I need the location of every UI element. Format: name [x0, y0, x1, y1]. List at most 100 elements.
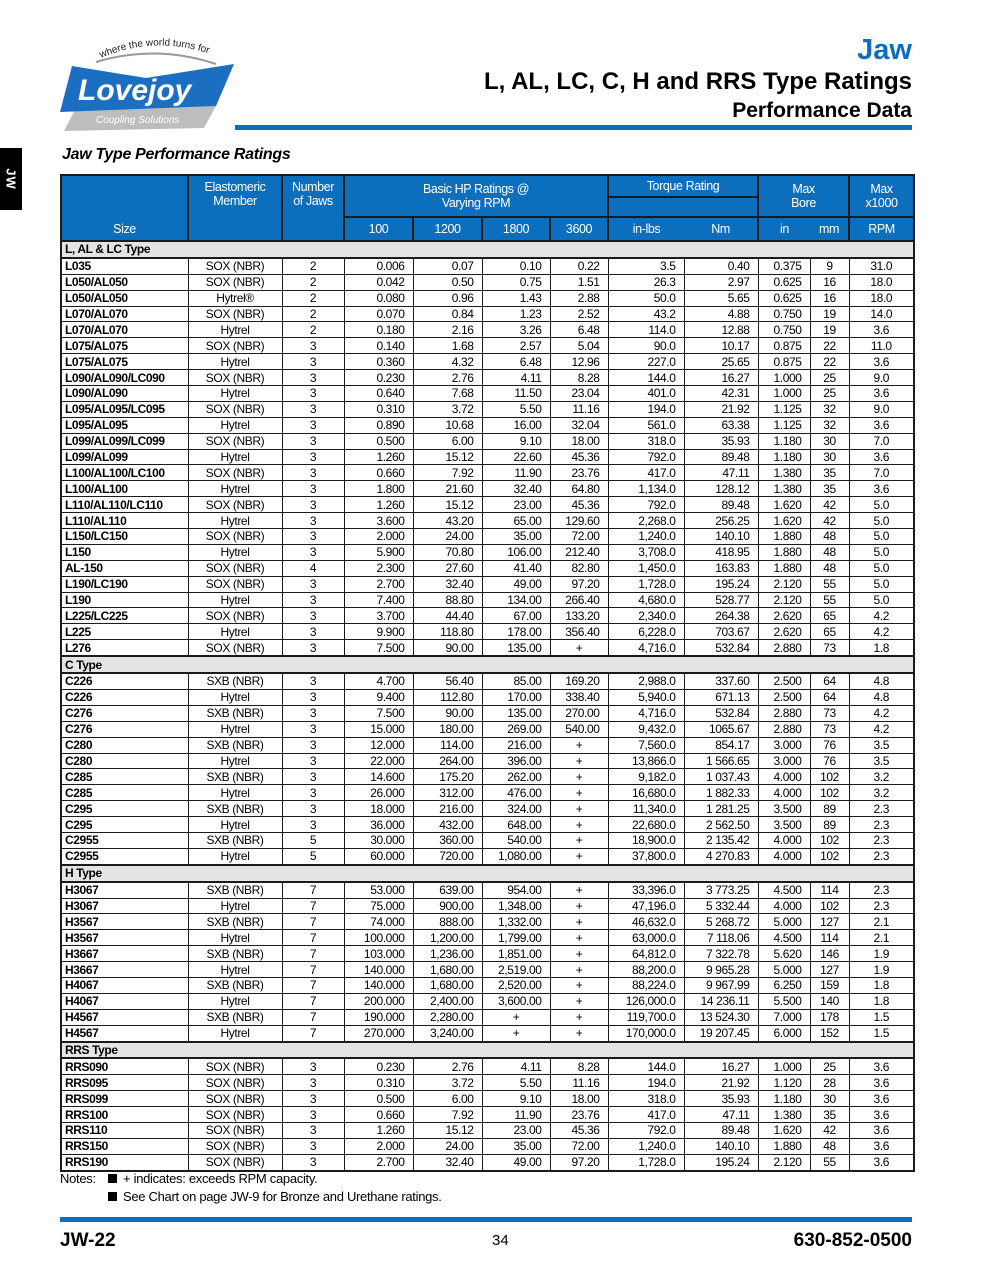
cell-hp-3600: +	[549, 976, 609, 994]
cell-elastomer: SXB (NBR)	[187, 945, 283, 963]
cell-size: H4067	[60, 976, 189, 994]
cell-hp-1200: 900.00	[412, 897, 483, 915]
cell-elastomer: SOX (NBR)	[187, 432, 283, 450]
cell-bore-mm: 30	[809, 1090, 850, 1108]
cell-bore-in: 1.000	[757, 385, 811, 402]
header-torque: Torque Rating	[606, 174, 760, 198]
cell-bore-in: 4.000	[757, 768, 811, 786]
cell-elastomer: Hytrel	[187, 688, 283, 706]
cell-hp-100: 7.400	[343, 591, 414, 609]
cell-hp-1200: 0.84	[412, 305, 483, 323]
cell-jaws: 5	[281, 847, 345, 866]
cell-hp-3600: 97.20	[549, 575, 609, 593]
cell-hp-1200: 7.92	[412, 464, 483, 482]
cell-hp-1200: 90.00	[412, 704, 483, 722]
cell-bore-in: 2.120	[757, 591, 811, 609]
cell-hp-100: 30.000	[343, 831, 414, 849]
cell-max-rpm: 5.0	[848, 575, 915, 593]
table-row: H3067 Hytrel 7 75.000 900.00 1,348.00 +47,196.…	[60, 897, 915, 915]
cell-torque-in-lbs: 144.0	[607, 369, 685, 387]
cell-size: C2955	[60, 847, 189, 866]
cell-hp-1200: 24.00	[412, 1137, 483, 1155]
cell-hp-1200: 24.00	[412, 528, 483, 545]
note-item: See Chart on page JW-9 for Bronze and Ur…	[123, 1189, 442, 1204]
cell-max-rpm: 2.1	[848, 929, 915, 947]
cell-hp-100: 0.230	[343, 369, 414, 387]
cell-jaws: 3	[281, 1057, 345, 1076]
cell-elastomer: Hytrel	[187, 720, 283, 738]
cell-torque-in-lbs: 3.5	[607, 257, 685, 275]
cell-size: L110/AL110	[60, 512, 189, 530]
cell-elastomer: Hytrel	[187, 847, 283, 866]
cell-size: C295	[60, 800, 189, 818]
cell-torque-nm: 89.48	[683, 496, 759, 514]
cell-elastomer: Hytrel	[187, 752, 283, 770]
cell-size: H3667	[60, 961, 189, 978]
cell-hp-1200: 0.96	[412, 289, 483, 307]
cell-hp-1800: 65.00	[481, 512, 551, 530]
cell-bore-mm: 48	[809, 1137, 850, 1155]
cell-jaws: 7	[281, 976, 345, 994]
cell-size: L050/AL050	[60, 289, 189, 307]
cell-jaws: 3	[281, 1121, 345, 1139]
cell-elastomer: SOX (NBR)	[187, 464, 283, 482]
cell-jaws: 2	[281, 321, 345, 339]
cell-hp-100: 0.310	[343, 400, 414, 418]
cell-elastomer: Hytrel®	[187, 289, 283, 307]
cell-jaws: 7	[281, 897, 345, 915]
cell-hp-3600: 23.76	[549, 1106, 609, 1123]
cell-size: RRS095	[60, 1074, 189, 1092]
cell-torque-nm: 89.48	[683, 448, 759, 466]
cell-hp-1800: 540.00	[481, 831, 551, 849]
cell-torque-nm: 7 322.78	[683, 945, 759, 963]
svg-text:Coupling Solutions: Coupling Solutions	[96, 115, 179, 126]
cell-size: L095/AL095/LC095	[60, 400, 189, 418]
cell-torque-nm: 4 270.83	[683, 847, 759, 866]
table-row: C2955 SXB (NBR) 5 30.000 360.00 540.00 +18,900…	[60, 831, 915, 849]
cell-hp-1200: 175.20	[412, 768, 483, 786]
table-row: L110/AL110 Hytrel 3 3.600 43.20 65.00 129.60 2,…	[60, 512, 915, 530]
cell-bore-mm: 64	[809, 688, 850, 706]
cell-torque-in-lbs: 1,240.0	[607, 528, 685, 545]
cell-jaws: 3	[281, 736, 345, 754]
cell-max-rpm: 3.6	[848, 1074, 915, 1092]
cell-torque-in-lbs: 318.0	[607, 1090, 685, 1108]
cell-size: L099/AL099	[60, 448, 189, 466]
cell-hp-1200: 2.76	[412, 369, 483, 387]
table-row: H4567 Hytrel 7 270.000 3,240.00 + +170,000.0 19…	[60, 1024, 915, 1043]
cell-torque-nm: 1 281.25	[683, 800, 759, 818]
cell-elastomer: Hytrel	[187, 353, 283, 371]
cell-torque-nm: 337.60	[683, 672, 759, 690]
cell-hp-100: 22.000	[343, 752, 414, 770]
cell-hp-1200: 0.07	[412, 257, 483, 275]
page-subtitle: Performance Data	[732, 99, 912, 122]
header-in-lbs: in-lbs	[607, 216, 684, 242]
cell-jaws: 3	[281, 784, 345, 802]
cell-hp-1200: 0.50	[412, 273, 483, 291]
cell-jaws: 3	[281, 448, 345, 466]
cell-size: L035	[60, 257, 189, 275]
cell-bore-mm: 42	[809, 496, 850, 514]
cell-hp-3600: +	[549, 945, 609, 963]
cell-hp-3600: 45.36	[549, 448, 609, 466]
cell-bore-mm: 35	[809, 1106, 850, 1123]
cell-size: H3067	[60, 897, 189, 915]
cell-hp-100: 26.000	[343, 784, 414, 802]
cell-max-rpm: 4.2	[848, 720, 915, 738]
cell-torque-nm: 47.11	[683, 464, 759, 482]
cell-torque-nm: 13 524.30	[683, 1008, 759, 1026]
cell-max-rpm: 2.3	[848, 881, 915, 899]
cell-bore-in: 0.625	[757, 289, 811, 307]
note-item: + indicates: exceeds RPM capacity.	[123, 1171, 318, 1186]
cell-max-rpm: 3.6	[848, 416, 915, 434]
cell-torque-in-lbs: 1,728.0	[607, 1153, 685, 1172]
cell-bore-in: 4.000	[757, 784, 811, 802]
cell-bore-mm: 55	[809, 575, 850, 593]
cell-torque-in-lbs: 88,224.0	[607, 976, 685, 994]
table-row: L100/AL100/LC100 SOX (NBR) 3 0.660 7.92 11.90…	[60, 464, 915, 482]
cell-torque-nm: 256.25	[683, 512, 759, 530]
cell-hp-3600: 45.36	[549, 496, 609, 514]
cell-elastomer: Hytrel	[187, 929, 283, 947]
cell-hp-1200: 1,236.00	[412, 945, 483, 963]
section-tab: JW	[0, 148, 22, 210]
